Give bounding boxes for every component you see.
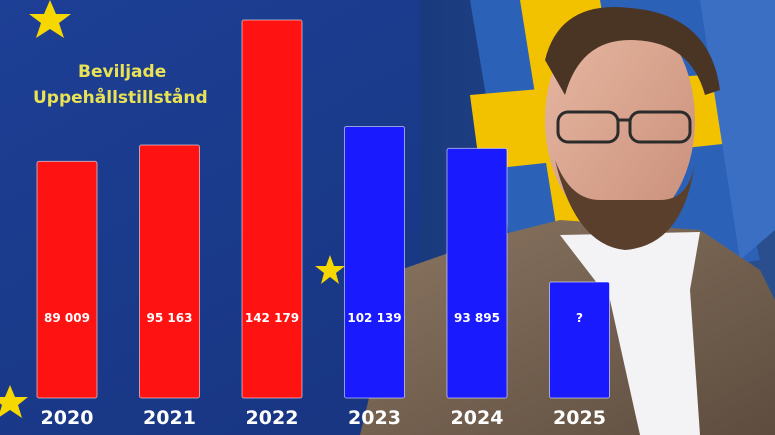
category-label-2022: 2022 — [246, 407, 299, 429]
category-label-2023: 2023 — [348, 407, 401, 429]
value-label-2025: ? — [576, 311, 583, 325]
chart-title-line-2: Uppehållstillstånd — [33, 88, 208, 108]
bar-2022 — [241, 19, 303, 399]
category-label-2025: 2025 — [553, 407, 606, 429]
value-label-2022: 142 179 — [245, 311, 299, 325]
category-labels-group: 2020 2021 2022 2023 2024 2025 — [41, 407, 606, 429]
bars-group — [36, 19, 610, 399]
chart-title-line-1: Beviljade — [78, 62, 167, 82]
eu-flag-stars — [0, 0, 345, 418]
bar-2023 — [344, 125, 405, 399]
category-label-2021: 2021 — [143, 407, 196, 429]
category-label-2020: 2020 — [41, 407, 94, 429]
value-label-2021: 95 163 — [147, 311, 193, 325]
value-labels-group: 89 009 95 163 142 179 102 139 93 895? — [44, 311, 583, 325]
value-label-2024: 93 895 — [454, 311, 500, 325]
category-label-2024: 2024 — [451, 407, 504, 429]
bar-2021 — [139, 144, 200, 399]
value-label-2023: 102 139 — [347, 311, 401, 325]
bar-2020 — [36, 160, 98, 399]
bar-2024 — [446, 147, 508, 399]
bar-2025 — [549, 281, 610, 399]
value-label-2020: 89 009 — [44, 311, 90, 325]
